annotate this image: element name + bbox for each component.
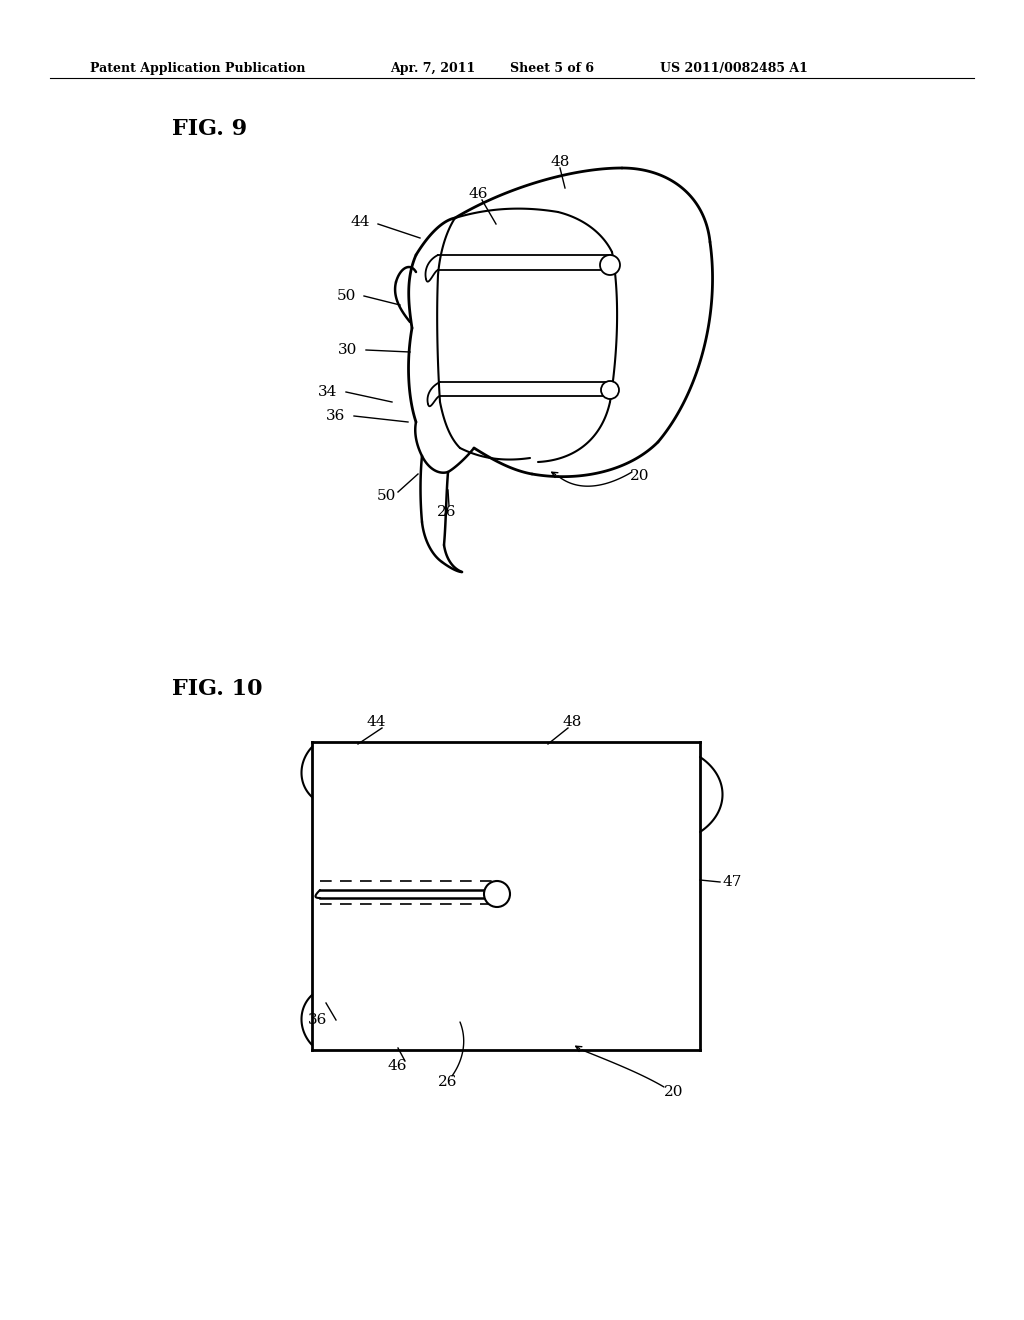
Text: 26: 26 [437, 506, 457, 519]
Text: 48: 48 [562, 715, 582, 729]
Text: 44: 44 [367, 715, 386, 729]
Text: 20: 20 [630, 469, 650, 483]
Text: 46: 46 [387, 1059, 407, 1073]
Circle shape [600, 255, 620, 275]
Text: 50: 50 [336, 289, 355, 304]
Text: 48: 48 [550, 154, 569, 169]
Text: Sheet 5 of 6: Sheet 5 of 6 [510, 62, 594, 75]
Text: Apr. 7, 2011: Apr. 7, 2011 [390, 62, 475, 75]
Text: 36: 36 [327, 409, 346, 422]
Text: US 2011/0082485 A1: US 2011/0082485 A1 [660, 62, 808, 75]
Text: 30: 30 [338, 343, 357, 356]
Text: 46: 46 [468, 187, 487, 201]
Text: FIG. 10: FIG. 10 [172, 678, 262, 700]
Text: 26: 26 [438, 1074, 458, 1089]
Text: 20: 20 [665, 1085, 684, 1100]
Circle shape [601, 381, 618, 399]
Text: 44: 44 [350, 215, 370, 228]
Text: FIG. 9: FIG. 9 [172, 117, 247, 140]
Circle shape [484, 880, 510, 907]
Text: 50: 50 [376, 488, 395, 503]
Text: 36: 36 [308, 1012, 328, 1027]
Text: 34: 34 [318, 385, 338, 399]
Text: Patent Application Publication: Patent Application Publication [90, 62, 305, 75]
Text: 47: 47 [722, 875, 741, 888]
